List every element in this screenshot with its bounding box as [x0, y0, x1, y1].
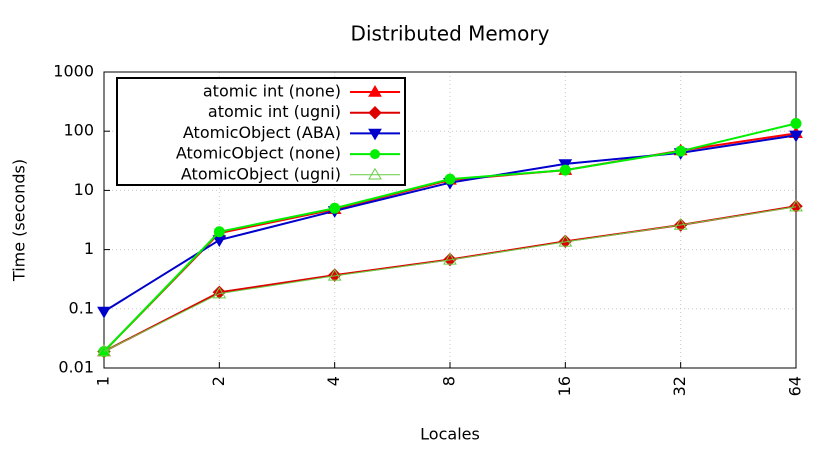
marker: [559, 164, 571, 176]
legend-label: atomic int (none): [203, 82, 341, 101]
x-tick-label: 4: [324, 376, 343, 386]
plot-frame: [103, 71, 797, 369]
legend-marker: [368, 128, 382, 141]
marker: [558, 234, 573, 249]
legend-label: AtomicObject (ugni): [181, 164, 341, 183]
y-axis-label: Time (seconds): [10, 159, 29, 282]
legend-box: [116, 77, 406, 186]
marker: [789, 199, 803, 213]
legend-label: AtomicObject (none): [176, 144, 341, 163]
y-tick-label: 0.1: [69, 298, 94, 317]
legend-label: AtomicObject (ABA): [183, 123, 341, 142]
marker: [443, 252, 457, 265]
x-tick-label: 16: [555, 376, 574, 396]
x-tick-label: 8: [440, 376, 459, 386]
marker: [212, 286, 227, 299]
marker: [329, 202, 341, 214]
marker: [673, 218, 688, 230]
legend: atomic int (none)atomic int (ugni) Atomic…: [116, 77, 406, 186]
x-tick-label: 64: [786, 376, 805, 396]
legend-marker: [368, 85, 382, 97]
marker: [213, 226, 225, 238]
y-tick-label: 100: [63, 121, 94, 140]
marker: [675, 145, 687, 157]
y-tick-label: 1: [84, 239, 94, 258]
marker: [97, 306, 111, 319]
marker: [789, 199, 803, 212]
marker: [327, 268, 342, 281]
series-line: [103, 206, 797, 352]
x-tick-label: 1: [94, 376, 113, 386]
marker: [789, 130, 803, 143]
legend-label: atomic int (ugni): [208, 102, 341, 121]
x-tick-label: 32: [670, 376, 689, 396]
marker: [790, 117, 802, 129]
legend-marker: [368, 167, 382, 180]
marker: [444, 173, 456, 185]
y-tick-label: 1000: [53, 62, 94, 81]
y-tick-label: 10: [74, 180, 94, 199]
legend-marker: [370, 149, 380, 160]
marker: [97, 344, 111, 357]
marker: [327, 268, 342, 282]
chart-title: Distributed Memory: [351, 22, 550, 46]
x-axis-label: Locales: [420, 425, 480, 444]
marker: [558, 234, 573, 247]
x-tick-label: 2: [209, 376, 228, 386]
y-tick-label: 0.01: [58, 358, 94, 377]
legend-marker: [368, 105, 382, 120]
